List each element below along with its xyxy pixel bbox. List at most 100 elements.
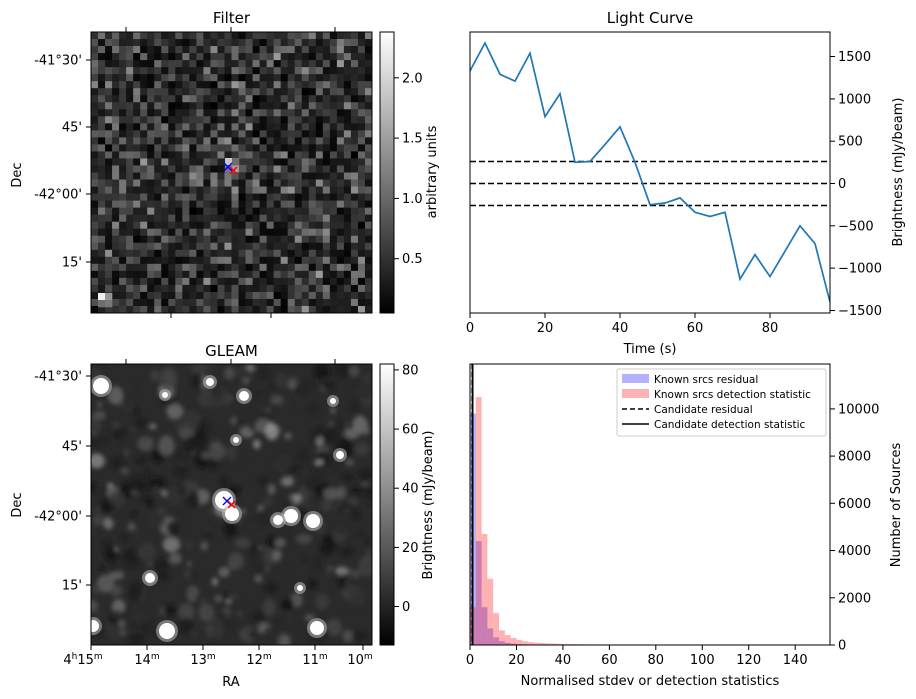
candidate-marker <box>227 500 236 509</box>
gleam-top-ticks <box>125 359 336 364</box>
detection-bar <box>557 643 563 645</box>
detection-bar <box>533 642 540 645</box>
source-marker <box>222 496 232 506</box>
residual-bar <box>487 628 494 645</box>
detection-bar <box>504 635 511 645</box>
detection-bar <box>510 637 517 645</box>
filter-colorbar-tick-label: 0.5 <box>402 252 423 267</box>
light-curve-line <box>470 41 830 303</box>
histogram-xtick-label: 0 <box>466 653 474 668</box>
detection-bar <box>493 613 500 645</box>
detection-bar <box>481 534 488 645</box>
detection-bar <box>562 643 569 645</box>
residual-bar <box>481 607 488 645</box>
gleam-ra-tick: 4h15m <box>63 652 102 668</box>
filter-title: Filter <box>213 9 251 27</box>
filter-colorbar-tick-label: 2.0 <box>402 71 423 86</box>
gleam-dec-tick: -42°00' <box>34 510 82 525</box>
gleam-ra-tick: 11m <box>302 652 327 668</box>
candidate-marker <box>229 166 238 175</box>
histogram-xtick-label: 20 <box>508 653 525 668</box>
legend-swatch-detection <box>622 389 649 398</box>
detection-bar <box>522 641 529 645</box>
gleam-ra-tick: 13m <box>190 652 215 668</box>
residual-bar <box>504 642 511 645</box>
light-curve-ytick-label: 1500 <box>838 50 871 65</box>
detection-bar <box>545 643 552 645</box>
filter-colorbar: 0.5 1.0 1.5 2.0 arbitrary units <box>379 31 440 314</box>
light-curve-xtick-label: 80 <box>762 321 779 336</box>
light-curve-frame <box>469 31 831 314</box>
source-marker <box>223 162 233 172</box>
gleam-dec-tick: 15' <box>62 579 82 594</box>
legend-label: Known srcs detection statistic <box>654 389 811 401</box>
histogram-xtick-label: 100 <box>690 653 715 668</box>
gleam-title: GLEAM <box>205 342 258 360</box>
histogram-panel: 0 20 40 60 80 100 120 140 0 2000 4000 6000 8000 10000… <box>466 363 904 689</box>
histogram-frame <box>469 363 831 646</box>
filter-dec-tick: 45' <box>62 121 82 136</box>
light-curve-ytick-label: −500 <box>838 219 874 234</box>
gleam-colorbar: 0 20 40 60 80 Brightness (mJy/beam) <box>379 363 436 646</box>
light-curve-ytick-label: −1000 <box>838 262 882 277</box>
detection-bar <box>528 642 534 645</box>
filter-dec-tick: 15' <box>62 256 82 271</box>
gleam-colorbar-tick-label: 80 <box>402 363 419 378</box>
gleam-ra-axis: 4h15m 14m 13m 12m 11m 10m RA <box>63 645 373 690</box>
histogram-xtick-label: 80 <box>648 653 665 668</box>
detection-bar <box>475 397 482 645</box>
gleam-colorbar-tick-label: 0 <box>402 600 410 615</box>
detection-bar <box>516 639 523 645</box>
gleam-dec-axis: -41°30' 45' -42°00' 15' Dec <box>10 370 91 594</box>
filter-panel: Filter -41°30' 45' -42°00' 15' Dec 0.5 1.… <box>10 9 440 318</box>
gleam-colorbar-label: Brightness (mJy/beam) <box>421 431 436 580</box>
filter-colorbar-tick-label: 1.5 <box>402 132 423 147</box>
residual-bar <box>475 541 482 645</box>
histogram-xtick-label: 60 <box>601 653 618 668</box>
filter-ra-ticks <box>125 27 336 318</box>
histogram-legend: Known srcs residual Known srcs detection… <box>616 368 827 437</box>
histogram-ytick-label: 0 <box>838 639 846 654</box>
light-curve-title: Light Curve <box>607 9 693 27</box>
residual-bar <box>510 643 517 645</box>
gleam-colorbar-tick-label: 20 <box>402 541 419 556</box>
gleam-dec-tick: 45' <box>62 440 82 455</box>
filter-markers <box>223 162 238 175</box>
light-curve-xlabel: Time (s) <box>623 342 677 357</box>
legend-label: Known srcs residual <box>654 374 758 386</box>
detection-bar <box>487 578 494 645</box>
gleam-ra-tick: 12m <box>246 652 271 668</box>
light-curve-ytick-label: 1000 <box>838 92 871 107</box>
light-curve-ytick-label: 500 <box>838 135 863 150</box>
filter-dec-tick: -41°30' <box>34 54 82 69</box>
histogram-ytick-label: 4000 <box>838 544 871 559</box>
histogram-xtick-label: 120 <box>736 653 761 668</box>
gleam-dec-tick: -41°30' <box>34 370 82 385</box>
gleam-ra-tick: 14m <box>134 652 159 668</box>
filter-dec-tick: -42°00' <box>34 188 82 203</box>
histogram-xlabel: Normalised stdev or detection statistics <box>521 674 780 689</box>
detection-bar <box>551 643 558 645</box>
filter-dec-axis: -41°30' 45' -42°00' 15' Dec <box>10 54 91 271</box>
gleam-dec-label: Dec <box>10 492 25 517</box>
light-curve-xtick-label: 20 <box>537 321 554 336</box>
light-curve-ytick-label: 0 <box>838 177 846 192</box>
gleam-panel: GLEAM -41°30' 45' -42°00' 15' Dec 4h <box>10 342 436 690</box>
histogram-ytick-label: 2000 <box>838 591 871 606</box>
legend-label: Candidate detection statistic <box>654 419 806 431</box>
gleam-sources <box>91 375 347 642</box>
filter-colorbar-tick-label: 1.0 <box>402 192 423 207</box>
legend-swatch-residual <box>622 374 649 383</box>
histogram-ylabel: Number of Sources <box>889 443 904 568</box>
histogram-xtick-label: 40 <box>555 653 572 668</box>
filter-dec-label: Dec <box>10 162 25 187</box>
histogram-xtick-label: 140 <box>783 653 808 668</box>
light-curve-xtick-label: 40 <box>612 321 629 336</box>
light-curve-xtick-label: 0 <box>466 321 474 336</box>
gleam-ra-label: RA <box>222 675 240 690</box>
light-curve-panel: Light Curve 0 20 40 60 80 −1500 −1000 −500 0 500 1… <box>466 9 906 357</box>
light-curve-ytick-label: −1500 <box>838 304 882 319</box>
gleam-ra-tick: 10m <box>347 652 372 668</box>
histogram-ytick-label: 10000 <box>838 402 879 417</box>
light-curve-ylabel: Brightness (mJy/beam) <box>891 98 906 247</box>
